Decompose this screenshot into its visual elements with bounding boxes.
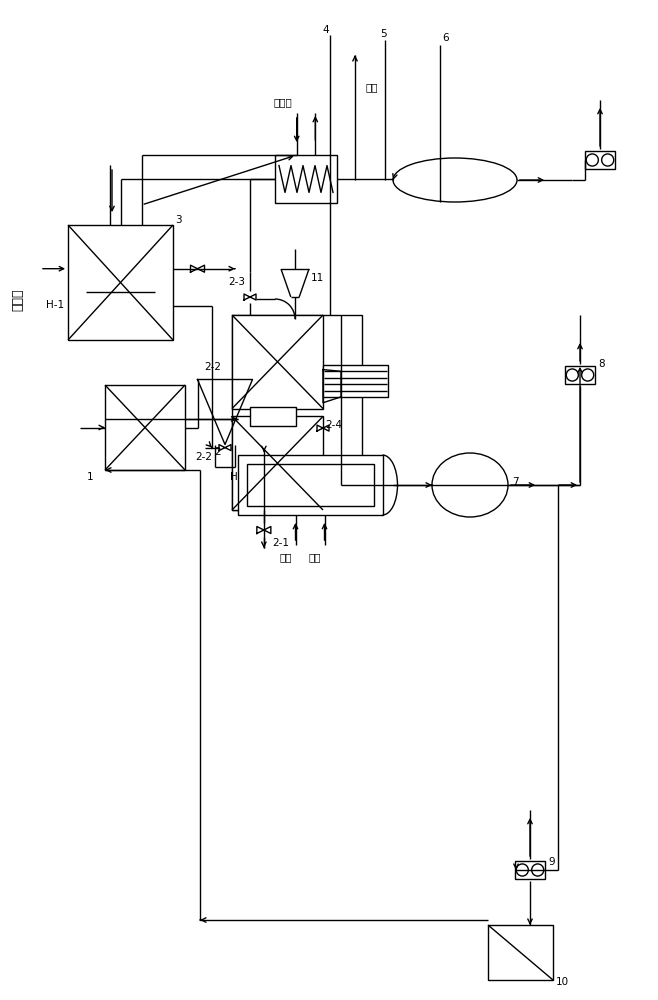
Bar — [238, 455, 382, 515]
Bar — [584, 151, 615, 169]
Circle shape — [517, 864, 528, 876]
Text: 1: 1 — [87, 472, 93, 482]
Bar — [105, 385, 185, 470]
Bar — [565, 366, 595, 384]
Ellipse shape — [432, 453, 508, 517]
Text: 5: 5 — [380, 29, 387, 39]
Bar — [247, 464, 374, 506]
Text: H-1: H-1 — [46, 300, 64, 310]
Text: 2: 2 — [214, 447, 220, 457]
Text: 6: 6 — [442, 33, 449, 43]
Bar — [515, 861, 545, 879]
Text: 9: 9 — [548, 857, 555, 867]
Text: 2-1: 2-1 — [272, 538, 289, 548]
Bar — [323, 365, 388, 397]
Text: 10: 10 — [556, 977, 569, 987]
Text: 冷却水: 冷却水 — [11, 289, 24, 311]
Text: 热媒: 热媒 — [280, 552, 292, 562]
Bar — [68, 225, 173, 340]
Text: 2-3: 2-3 — [228, 277, 245, 287]
Circle shape — [532, 864, 544, 876]
Text: H: H — [230, 472, 238, 482]
Text: 8: 8 — [598, 359, 605, 369]
Bar — [250, 407, 295, 426]
Text: 11: 11 — [311, 273, 324, 283]
Text: 4: 4 — [322, 25, 328, 35]
Text: 真空: 真空 — [365, 82, 378, 92]
Text: 2-2: 2-2 — [204, 362, 221, 372]
Bar — [232, 315, 323, 409]
Text: 7: 7 — [512, 477, 519, 487]
Circle shape — [601, 154, 614, 166]
Text: 2-4: 2-4 — [325, 420, 342, 430]
Ellipse shape — [393, 158, 517, 202]
Bar — [232, 416, 323, 510]
Text: 2-2: 2-2 — [195, 452, 212, 462]
Bar — [232, 315, 362, 510]
Bar — [488, 925, 553, 980]
Bar — [275, 155, 337, 203]
Text: 冷却水: 冷却水 — [273, 97, 291, 107]
Circle shape — [582, 369, 594, 381]
Text: 热媒: 热媒 — [309, 552, 321, 562]
Text: 3: 3 — [175, 215, 182, 225]
Circle shape — [586, 154, 598, 166]
Circle shape — [567, 369, 578, 381]
